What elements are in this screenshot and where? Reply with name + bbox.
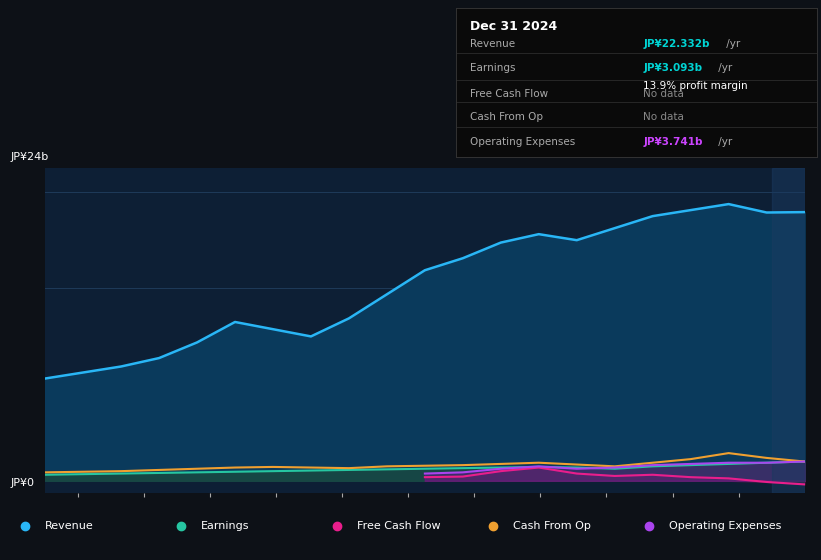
Text: /yr: /yr <box>715 63 732 73</box>
Text: No data: No data <box>644 90 685 100</box>
Text: JP¥0: JP¥0 <box>11 478 35 488</box>
Text: JP¥22.332b: JP¥22.332b <box>644 39 710 49</box>
Bar <box>772 168 805 493</box>
Text: /yr: /yr <box>723 39 741 49</box>
Text: Cash From Op: Cash From Op <box>470 112 544 122</box>
Text: Cash From Op: Cash From Op <box>513 521 591 531</box>
Text: Revenue: Revenue <box>45 521 94 531</box>
Text: Operating Expenses: Operating Expenses <box>470 137 576 147</box>
Text: Dec 31 2024: Dec 31 2024 <box>470 20 557 33</box>
Text: Earnings: Earnings <box>470 63 516 73</box>
Text: No data: No data <box>644 112 685 122</box>
Text: Free Cash Flow: Free Cash Flow <box>357 521 441 531</box>
Text: Free Cash Flow: Free Cash Flow <box>470 90 548 100</box>
Text: JP¥24b: JP¥24b <box>11 152 49 162</box>
Text: /yr: /yr <box>715 137 732 147</box>
Text: JP¥3.741b: JP¥3.741b <box>644 137 703 147</box>
Text: Operating Expenses: Operating Expenses <box>669 521 782 531</box>
Text: Earnings: Earnings <box>201 521 250 531</box>
Text: JP¥3.093b: JP¥3.093b <box>644 63 703 73</box>
Text: 13.9% profit margin: 13.9% profit margin <box>644 81 748 91</box>
Text: Revenue: Revenue <box>470 39 516 49</box>
